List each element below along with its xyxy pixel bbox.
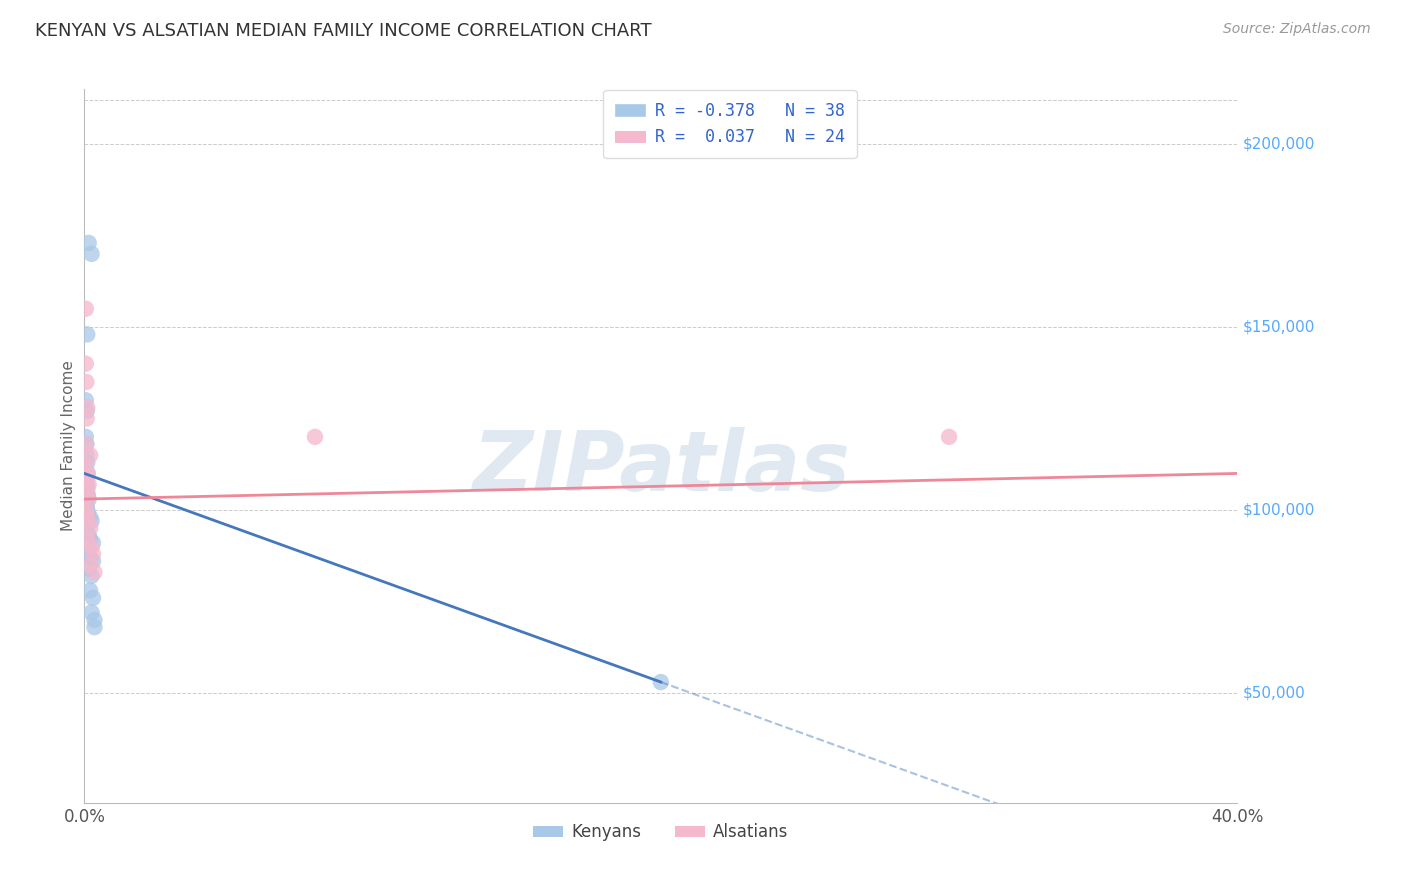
Y-axis label: Median Family Income: Median Family Income bbox=[60, 360, 76, 532]
Point bbox=[75, 357, 97, 371]
Point bbox=[77, 491, 100, 506]
Point bbox=[76, 524, 98, 539]
Point bbox=[75, 474, 97, 488]
Point bbox=[77, 235, 100, 250]
Point bbox=[76, 448, 98, 462]
Point bbox=[75, 393, 97, 408]
Point bbox=[76, 500, 98, 514]
Point bbox=[80, 514, 103, 528]
Point bbox=[304, 430, 326, 444]
Point bbox=[75, 437, 97, 451]
Point bbox=[76, 491, 98, 506]
Point bbox=[77, 477, 100, 491]
Point bbox=[76, 547, 98, 561]
Point bbox=[76, 467, 98, 481]
Point bbox=[79, 558, 101, 572]
Point bbox=[79, 448, 101, 462]
Text: KENYAN VS ALSATIAN MEDIAN FAMILY INCOME CORRELATION CHART: KENYAN VS ALSATIAN MEDIAN FAMILY INCOME … bbox=[35, 22, 652, 40]
Point bbox=[75, 301, 97, 316]
Point bbox=[75, 503, 97, 517]
Point bbox=[75, 430, 97, 444]
Point bbox=[83, 613, 105, 627]
Point bbox=[650, 675, 672, 690]
Point bbox=[76, 507, 98, 521]
Point bbox=[79, 550, 101, 565]
Point bbox=[75, 496, 97, 510]
Point bbox=[76, 488, 98, 502]
Point bbox=[83, 620, 105, 634]
Point bbox=[76, 327, 98, 342]
Point bbox=[79, 510, 101, 524]
Point bbox=[80, 569, 103, 583]
Point bbox=[76, 411, 98, 425]
Point bbox=[75, 375, 97, 389]
Point bbox=[76, 474, 98, 488]
Point bbox=[82, 591, 104, 605]
Text: ZIPatlas: ZIPatlas bbox=[472, 427, 849, 508]
Point bbox=[76, 484, 98, 499]
Point bbox=[75, 477, 97, 491]
Point bbox=[83, 566, 105, 580]
Point bbox=[82, 554, 104, 568]
Point bbox=[76, 467, 98, 481]
Point bbox=[76, 401, 98, 415]
Point bbox=[79, 521, 101, 535]
Point bbox=[80, 606, 103, 620]
Text: $150,000: $150,000 bbox=[1243, 319, 1316, 334]
Point bbox=[80, 540, 103, 554]
Text: $100,000: $100,000 bbox=[1243, 502, 1316, 517]
Point bbox=[76, 533, 98, 547]
Text: $200,000: $200,000 bbox=[1243, 136, 1316, 152]
Point bbox=[76, 455, 98, 469]
Point bbox=[76, 484, 98, 499]
Point bbox=[76, 503, 98, 517]
Point bbox=[76, 507, 98, 521]
Point bbox=[75, 521, 97, 535]
Point bbox=[82, 536, 104, 550]
Point bbox=[76, 404, 98, 418]
Point bbox=[79, 583, 101, 598]
Point bbox=[80, 247, 103, 261]
Point bbox=[79, 533, 101, 547]
Point bbox=[76, 481, 98, 495]
Point bbox=[82, 547, 104, 561]
Point bbox=[75, 459, 97, 474]
Text: Source: ZipAtlas.com: Source: ZipAtlas.com bbox=[1223, 22, 1371, 37]
Point bbox=[75, 437, 97, 451]
Point bbox=[77, 561, 100, 575]
Point bbox=[938, 430, 960, 444]
Legend: Kenyans, Alsatians: Kenyans, Alsatians bbox=[526, 817, 796, 848]
Point bbox=[77, 514, 100, 528]
Text: $50,000: $50,000 bbox=[1243, 686, 1306, 700]
Point bbox=[77, 529, 100, 543]
